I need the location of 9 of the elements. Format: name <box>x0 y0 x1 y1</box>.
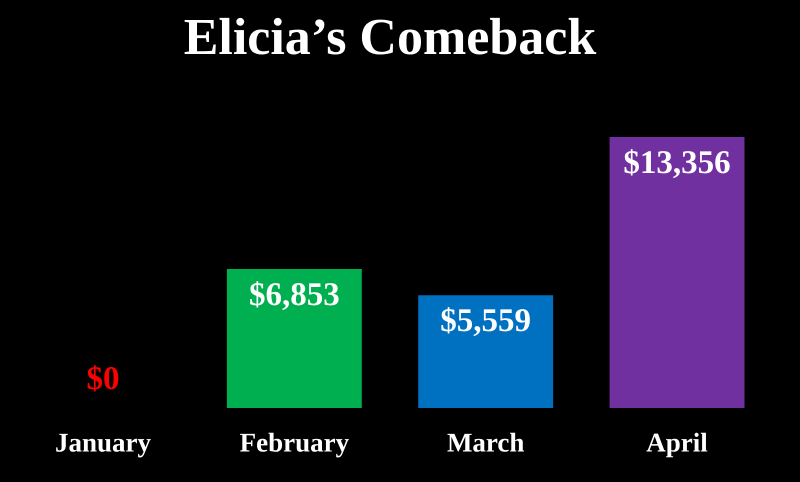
data-label: $0 <box>86 361 120 397</box>
chart-title: Elicia’s Comeback <box>184 9 596 66</box>
data-label: $6,853 <box>248 276 340 313</box>
x-tick-label: January <box>54 428 152 458</box>
x-tick-label: March <box>446 428 524 458</box>
x-tick-label: April <box>646 428 708 458</box>
data-label: $13,356 <box>623 145 731 181</box>
data-label: $5,559 <box>440 303 532 340</box>
x-tick-label: February <box>240 428 350 458</box>
